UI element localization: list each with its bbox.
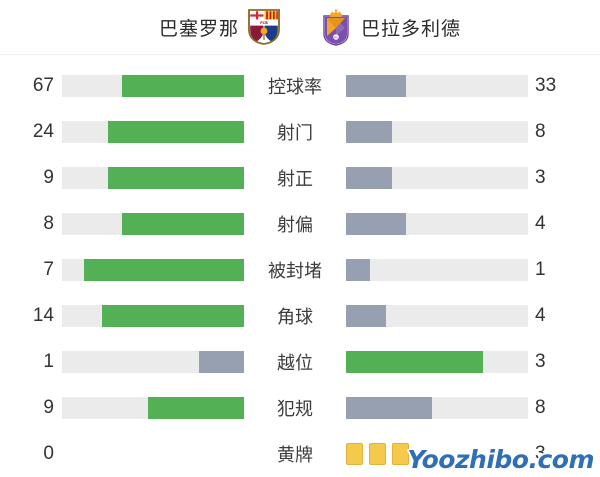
stat-label: 越位	[277, 353, 313, 374]
away-value: 3	[535, 167, 546, 188]
home-bar-fill	[107, 167, 244, 189]
home-bar-track	[62, 397, 244, 419]
away-bar-track	[346, 397, 528, 419]
home-bar-track	[62, 213, 244, 235]
barcelona-crest-icon: FCB	[247, 8, 281, 46]
away-value: 4	[535, 305, 546, 326]
home-bar-fill	[107, 121, 244, 143]
home-value: 0	[43, 443, 54, 464]
table-row: 7 被封堵 1	[0, 247, 600, 293]
away-bar-fill	[346, 397, 432, 419]
home-bar-track	[62, 121, 244, 143]
away-bar-track	[346, 121, 528, 143]
stat-label: 射偏	[277, 215, 313, 236]
svg-text:FCB: FCB	[260, 21, 268, 25]
away-bar-fill	[346, 121, 392, 143]
stat-label: 射门	[277, 123, 313, 144]
away-bar-track	[346, 167, 528, 189]
table-row: 9 犯规 8	[0, 385, 600, 431]
away-bar-fill	[346, 305, 387, 327]
home-value: 67	[32, 75, 54, 96]
table-row: 8 射偏 4	[0, 201, 600, 247]
home-value: 7	[43, 259, 54, 280]
stat-label: 射正	[277, 169, 313, 190]
home-value: 1	[43, 351, 54, 372]
yellow-card-icon	[346, 443, 363, 465]
away-bar-fill	[346, 259, 370, 281]
home-bar-track	[62, 75, 244, 97]
home-bar-track	[62, 305, 244, 327]
home-team-name: 巴塞罗那	[158, 17, 239, 40]
home-bar-fill	[147, 397, 244, 419]
away-value: 4	[535, 213, 546, 234]
away-value: 1	[535, 259, 546, 280]
away-value: 33	[535, 75, 557, 96]
valladolid-crest-icon: RV	[319, 8, 353, 46]
table-row: 0 黄牌 3	[0, 431, 600, 477]
home-value: 8	[43, 213, 54, 234]
away-value: 3	[535, 443, 546, 464]
yellow-card-icon	[392, 443, 409, 465]
away-value: 8	[535, 121, 546, 142]
table-row: 14 角球 4	[0, 293, 600, 339]
away-bar-track	[346, 75, 528, 97]
away-card-group	[346, 443, 528, 465]
home-value: 14	[32, 305, 54, 326]
stat-label: 被封堵	[268, 261, 322, 282]
home-value: 24	[32, 121, 54, 142]
away-bar-track	[346, 351, 528, 373]
stat-rows: 67 控球率 33 24 射门 8 9 射正 3 8 射偏 4 7 被封堵 1 14 角球 4 1 越位 3 9 犯规 8 0 黄…	[0, 55, 600, 477]
teams-header: 巴塞罗那 FCB	[0, 0, 600, 55]
home-bar-fill	[102, 305, 244, 327]
home-bar-track	[62, 259, 244, 281]
away-bar-fill	[346, 213, 407, 235]
table-row: 1 越位 3	[0, 339, 600, 385]
yellow-card-icon	[369, 443, 386, 465]
away-bar-fill	[346, 351, 483, 373]
away-bar-fill	[346, 75, 407, 97]
home-value: 9	[43, 397, 54, 418]
home-bar-fill	[122, 213, 244, 235]
stat-label: 角球	[277, 307, 313, 328]
away-value: 3	[535, 351, 546, 372]
away-team[interactable]: RV 巴拉多利德	[281, 8, 569, 46]
away-bar-track	[346, 213, 528, 235]
away-bar-track	[346, 305, 528, 327]
home-value: 9	[43, 167, 54, 188]
stat-label: 控球率	[268, 77, 322, 98]
home-bar-fill	[198, 351, 244, 373]
table-row: 67 控球率 33	[0, 63, 600, 109]
away-team-name: 巴拉多利德	[361, 17, 462, 40]
home-card-group	[62, 443, 244, 465]
stat-label: 黄牌	[277, 445, 313, 466]
away-value: 8	[535, 397, 546, 418]
table-row: 24 射门 8	[0, 109, 600, 155]
home-bar-fill	[122, 75, 244, 97]
svg-text:RV: RV	[334, 35, 339, 39]
home-bar-track	[62, 167, 244, 189]
home-team[interactable]: 巴塞罗那 FCB	[31, 8, 281, 46]
home-bar-track	[62, 351, 244, 373]
home-bar-fill	[83, 259, 244, 281]
away-bar-track	[346, 259, 528, 281]
stat-label: 犯规	[277, 399, 313, 420]
table-row: 9 射正 3	[0, 155, 600, 201]
away-bar-fill	[346, 167, 392, 189]
